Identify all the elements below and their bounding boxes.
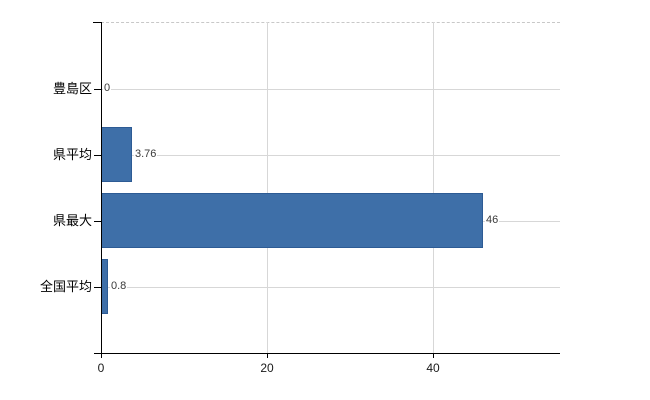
category-tick — [94, 155, 101, 156]
value-label: 0 — [103, 82, 112, 95]
x-tick-label: 20 — [260, 361, 274, 375]
value-label: 3.76 — [134, 148, 158, 161]
category-tick — [94, 221, 101, 222]
horizontal-gridline — [101, 287, 560, 288]
y-axis-line — [101, 22, 102, 357]
value-label: 0.8 — [110, 280, 128, 293]
x-axis-tick — [433, 353, 434, 358]
category-label: 県平均 — [52, 147, 92, 162]
x-axis-tick — [267, 353, 268, 358]
x-axis-line — [94, 353, 560, 354]
horizontal-gridline — [101, 155, 560, 156]
bar-県最大 — [101, 193, 483, 248]
category-tick — [94, 89, 101, 90]
bar-全国平均 — [101, 259, 108, 314]
horizontal-gridline — [101, 89, 560, 90]
x-axis-tick — [101, 353, 102, 358]
vertical-gridline — [267, 22, 268, 353]
category-label: 豊島区 — [52, 81, 92, 96]
x-tick-label: 40 — [426, 361, 440, 375]
bar-県平均 — [101, 127, 132, 182]
plot-area — [101, 22, 560, 354]
category-tick — [94, 287, 101, 288]
value-label: 46 — [485, 214, 500, 227]
category-label: 県最大 — [52, 213, 92, 228]
vertical-gridline — [433, 22, 434, 353]
y-axis-top-tick — [93, 22, 101, 23]
x-tick-label: 0 — [97, 361, 105, 375]
category-label: 全国平均 — [39, 279, 92, 294]
